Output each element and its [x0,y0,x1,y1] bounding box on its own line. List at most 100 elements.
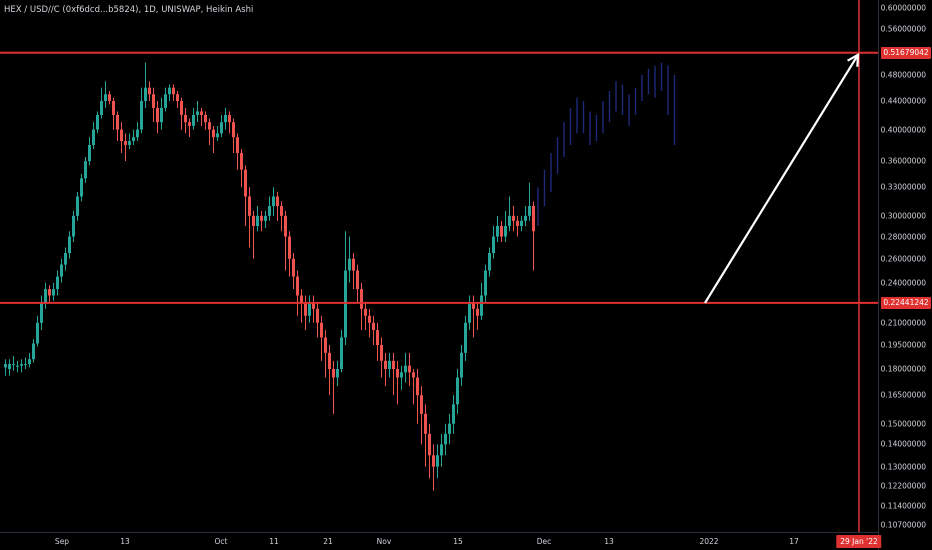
candle-body [100,101,103,115]
price-tick: 0.15000000 [880,419,926,429]
candle-body [364,308,367,316]
candle-body [428,433,431,456]
candle-body [8,364,11,370]
candle-body [288,236,291,259]
candle-body [268,206,271,216]
candle-body [356,270,359,290]
candle-body [512,215,515,221]
candle-body [384,360,387,370]
candle-body [164,94,167,108]
candle-body [104,94,107,102]
candle-body [124,141,127,145]
candle-body [260,215,263,221]
candle-body [504,226,507,237]
candle-body [212,129,215,138]
candle-body [196,111,199,115]
candle-body [204,114,207,123]
candle-body [84,161,87,179]
candle-body [340,337,343,370]
candle-body [184,114,187,123]
candle-body [312,302,315,309]
candle-body [128,141,131,145]
candle-body [532,206,535,232]
candle-body [372,322,375,331]
time-axis[interactable]: Sep 13 Oct 11 21 Nov 15 Dec 13 2022 17 2… [0,532,882,550]
price-axis[interactable]: 0.60000000 0.56000000 0.48000000 0.44000… [878,0,932,550]
candle-body [448,423,451,434]
price-tick: 0.30000000 [880,211,926,221]
candle-body [380,345,383,361]
candle-body [180,101,183,115]
price-tick: 0.19500000 [880,340,926,350]
candle-body [360,289,363,309]
candle-body [464,322,467,353]
price-tick: 0.11400000 [880,501,926,511]
candle-body [404,365,407,373]
candle-body [32,343,35,360]
candle-body [456,377,459,405]
trend-arrow [704,54,859,304]
candle-body [420,395,423,414]
candle-body [264,215,267,221]
candle-body [308,302,311,316]
candle-body [36,322,39,344]
candle-body [208,122,211,130]
price-tick: 0.40000000 [880,125,926,135]
candle-body [276,196,279,207]
candle-body [388,360,391,370]
candle-body [392,360,395,370]
price-tick: 0.48000000 [880,70,926,80]
chart-area[interactable]: HEX / USD//C (0xf6dcd...b5824), 1D, UNIS… [0,0,878,532]
candle-body [272,196,275,207]
candle-body [228,114,231,123]
candle-body [76,196,79,216]
date-tick: 21 [323,537,333,546]
support-price-label[interactable]: 0.22441242 [881,296,931,309]
vertical-marker-date-label[interactable]: 29 Jan '22 [836,535,882,548]
candle-body [72,215,75,237]
price-tick: 0.44000000 [880,96,926,106]
candle-body [528,206,531,216]
candle-body [112,101,115,115]
candle-body [140,101,143,130]
candle-body [256,215,259,227]
price-tick: 0.24000000 [880,278,926,288]
price-tick: 0.12200000 [880,481,926,491]
candle-body [64,253,67,265]
candle-body [52,289,55,296]
candle-body [160,107,163,123]
candlestick-chart[interactable] [0,0,878,532]
candle-body [460,352,463,378]
candle-body [440,444,443,456]
candle-body [432,455,435,467]
date-tick: Nov [376,537,392,546]
resistance-price-label[interactable]: 0.51679042 [881,46,931,59]
candle-body [28,359,31,365]
candle-body [176,94,179,102]
candle-body [156,107,159,123]
candle-body [200,111,203,115]
candle-body [300,295,303,303]
price-tick: 0.10700000 [880,520,926,530]
price-tick: 0.13000000 [880,462,926,472]
candle-body [476,308,479,316]
candle-body [44,289,47,303]
candle-body [144,87,147,102]
candle-body [20,364,23,366]
candle-body [280,206,283,216]
candle-body [232,122,235,138]
candle-body [192,114,195,126]
candle-body [468,302,471,323]
candle-body [480,295,483,316]
candle-body [236,137,239,153]
date-tick: Oct [214,537,228,546]
price-tick: 0.21000000 [880,318,926,328]
candle-body [88,144,91,162]
price-tick: 0.18000000 [880,364,926,374]
date-tick: 15 [453,537,463,546]
candle-body [328,352,331,370]
price-tick: 0.26000000 [880,254,926,264]
date-tick: Dec [536,537,552,546]
candle-body [220,122,223,134]
candle-body [172,87,175,95]
